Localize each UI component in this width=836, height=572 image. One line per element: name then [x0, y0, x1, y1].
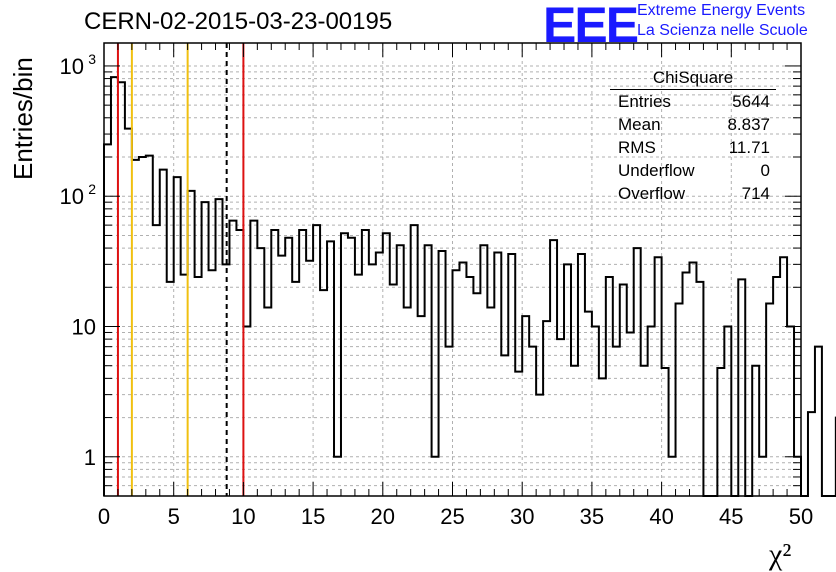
x-tick-label: 40 — [649, 504, 673, 529]
stats-value: 714 — [741, 184, 770, 203]
y-tick-exponent: 3 — [88, 51, 96, 67]
x-tick-label: 25 — [440, 504, 464, 529]
stats-value: 5644 — [732, 92, 770, 111]
y-tick-label: 10 — [72, 315, 96, 340]
stats-box: ChiSquare Entries 5644 Mean 8.837 RMS 11.71… — [610, 68, 776, 205]
stats-row: Mean 8.837 — [610, 113, 776, 136]
stats-row: Entries 5644 — [610, 90, 776, 113]
stats-label: Underflow — [618, 161, 695, 180]
x-tick-label: 30 — [510, 504, 534, 529]
stats-value: 8.837 — [727, 115, 770, 134]
stats-value: 0 — [760, 161, 770, 180]
x-tick-label: 10 — [231, 504, 255, 529]
stats-row: Underflow 0 — [610, 159, 776, 182]
y-tick-label: 10 — [60, 54, 84, 79]
stats-row: Overflow 714 — [610, 182, 776, 205]
stats-label: Overflow — [618, 184, 686, 203]
stats-label: Mean — [618, 115, 661, 134]
x-axis-label: χ² — [769, 538, 792, 571]
x-tick-label: 20 — [371, 504, 395, 529]
x-tick-label: 50 — [789, 504, 813, 529]
eee-logo: EEE — [543, 0, 639, 53]
logo-line-1: Extreme Energy Events — [637, 2, 806, 19]
x-tick-label: 15 — [301, 504, 325, 529]
x-tick-label: 0 — [98, 504, 110, 529]
y-tick-exponent: 2 — [88, 181, 96, 197]
logo-line-2: La Scienza nelle Scuole — [637, 22, 808, 39]
x-tick-label: 5 — [168, 504, 180, 529]
x-tick-label: 45 — [719, 504, 743, 529]
stats-row: RMS 11.71 — [610, 136, 776, 159]
stats-label: Entries — [618, 92, 671, 111]
stats-value: 11.71 — [728, 138, 770, 157]
stats-label: RMS — [618, 138, 656, 157]
y-tick-label: 10 — [60, 184, 84, 209]
histogram-steps — [103, 76, 836, 497]
y-tick-label: 1 — [84, 445, 96, 470]
x-tick-label: 35 — [580, 504, 604, 529]
stats-title: ChiSquare — [610, 68, 776, 90]
run-title: CERN-02-2015-03-23-00195 — [84, 8, 393, 35]
y-axis-label: Entries/bin — [8, 57, 38, 180]
